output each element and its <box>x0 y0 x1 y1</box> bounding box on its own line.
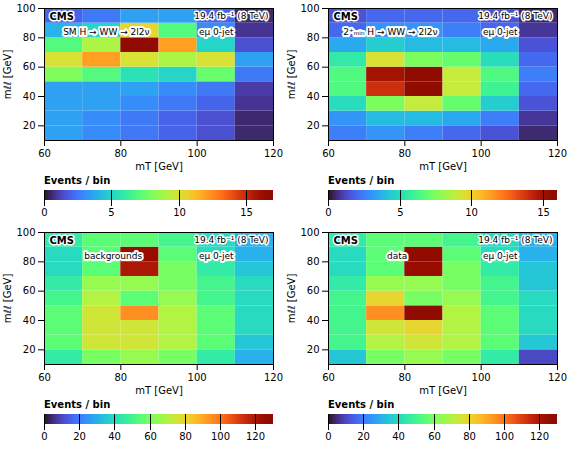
svg-text:80: 80 <box>307 256 320 267</box>
svg-text:20: 20 <box>73 431 86 442</box>
svg-text:120: 120 <box>530 431 549 442</box>
svg-text:mℓℓ [GeV]: mℓℓ [GeV] <box>286 274 297 324</box>
svg-text:eμ 0-jet: eμ 0-jet <box>199 27 234 37</box>
svg-text:60: 60 <box>307 285 320 296</box>
svg-text:100: 100 <box>16 3 35 14</box>
svg-text:eμ 0-jet: eμ 0-jet <box>483 27 518 37</box>
svg-text:15: 15 <box>240 207 253 218</box>
svg-text:Events / bin: Events / bin <box>44 399 110 410</box>
svg-text:60: 60 <box>428 431 441 442</box>
svg-text:120: 120 <box>246 431 265 442</box>
svg-text:80: 80 <box>307 32 320 43</box>
svg-text:10: 10 <box>173 207 186 218</box>
svg-text:backgrounds: backgrounds <box>84 251 142 261</box>
svg-text:20: 20 <box>23 344 36 355</box>
svg-text:mT [GeV]: mT [GeV] <box>419 161 467 172</box>
svg-text:mT [GeV]: mT [GeV] <box>135 161 183 172</box>
svg-text:60: 60 <box>23 61 36 72</box>
svg-text:CMS: CMS <box>50 235 75 246</box>
svg-text:100: 100 <box>188 148 207 159</box>
svg-text:40: 40 <box>108 431 121 442</box>
svg-text:100: 100 <box>211 431 230 442</box>
svg-text:100: 100 <box>16 227 35 238</box>
svg-text:0: 0 <box>41 207 47 218</box>
svg-text:20: 20 <box>357 431 370 442</box>
svg-text:mT [GeV]: mT [GeV] <box>135 385 183 396</box>
svg-text:120: 120 <box>264 148 283 159</box>
svg-text:100: 100 <box>495 431 514 442</box>
svg-text:0: 0 <box>325 207 331 218</box>
svg-text:data: data <box>387 251 407 261</box>
svg-text:40: 40 <box>392 431 405 442</box>
svg-text:eμ 0-jet: eμ 0-jet <box>199 251 234 261</box>
svg-text:60: 60 <box>322 372 335 383</box>
svg-text:15: 15 <box>537 207 550 218</box>
svg-text:Events / bin: Events / bin <box>44 175 110 186</box>
svg-text:60: 60 <box>307 61 320 72</box>
svg-text:5: 5 <box>108 207 114 218</box>
svg-text:mℓℓ [GeV]: mℓℓ [GeV] <box>2 274 13 324</box>
svg-text:19.4 fb⁻¹ (8 TeV): 19.4 fb⁻¹ (8 TeV) <box>194 235 268 245</box>
svg-text:40: 40 <box>307 315 320 326</box>
svg-text:40: 40 <box>23 91 36 102</box>
svg-text:20: 20 <box>307 120 320 131</box>
svg-text:20: 20 <box>23 120 36 131</box>
svg-text:Events / bin: Events / bin <box>328 399 394 410</box>
svg-text:19.4 fb⁻¹ (8 TeV): 19.4 fb⁻¹ (8 TeV) <box>478 11 552 21</box>
svg-text:CMS: CMS <box>334 235 359 246</box>
svg-text:80: 80 <box>398 148 411 159</box>
svg-text:CMS: CMS <box>50 11 75 22</box>
svg-text:40: 40 <box>307 91 320 102</box>
svg-text:80: 80 <box>23 32 36 43</box>
svg-text:120: 120 <box>548 148 567 159</box>
svg-text:60: 60 <box>38 372 51 383</box>
svg-text:80: 80 <box>114 148 127 159</box>
svg-text:60: 60 <box>23 285 36 296</box>
svg-text:100: 100 <box>472 148 491 159</box>
svg-text:80: 80 <box>114 372 127 383</box>
svg-text:100: 100 <box>188 372 207 383</box>
svg-text:0: 0 <box>41 431 47 442</box>
svg-text:mT [GeV]: mT [GeV] <box>419 385 467 396</box>
svg-text:80: 80 <box>398 372 411 383</box>
svg-text:40: 40 <box>23 315 36 326</box>
svg-text:eμ 0-jet: eμ 0-jet <box>483 251 518 261</box>
svg-text:0: 0 <box>325 431 331 442</box>
svg-text:19.4 fb⁻¹ (8 TeV): 19.4 fb⁻¹ (8 TeV) <box>194 11 268 21</box>
svg-text:20: 20 <box>307 344 320 355</box>
svg-text:Events / bin: Events / bin <box>328 175 394 186</box>
svg-text:mℓℓ [GeV]: mℓℓ [GeV] <box>2 50 13 100</box>
svg-text:SM H → WW → 2l2ν: SM H → WW → 2l2ν <box>63 27 149 37</box>
svg-text:60: 60 <box>322 148 335 159</box>
svg-text:100: 100 <box>300 3 319 14</box>
svg-text:80: 80 <box>179 431 192 442</box>
svg-text:19.4 fb⁻¹ (8 TeV): 19.4 fb⁻¹ (8 TeV) <box>478 235 552 245</box>
svg-text:CMS: CMS <box>334 11 359 22</box>
svg-text:100: 100 <box>472 372 491 383</box>
svg-text:120: 120 <box>264 372 283 383</box>
svg-text:80: 80 <box>463 431 476 442</box>
svg-text:mℓℓ [GeV]: mℓℓ [GeV] <box>286 50 297 100</box>
svg-text:100: 100 <box>300 227 319 238</box>
svg-text:120: 120 <box>548 372 567 383</box>
svg-text:10: 10 <box>465 207 478 218</box>
svg-text:80: 80 <box>23 256 36 267</box>
svg-text:60: 60 <box>38 148 51 159</box>
svg-text:60: 60 <box>144 431 157 442</box>
svg-text:2⁺ₘᵢₙ H → WW → 2l2ν: 2⁺ₘᵢₙ H → WW → 2l2ν <box>343 27 437 37</box>
svg-text:5: 5 <box>397 207 403 218</box>
